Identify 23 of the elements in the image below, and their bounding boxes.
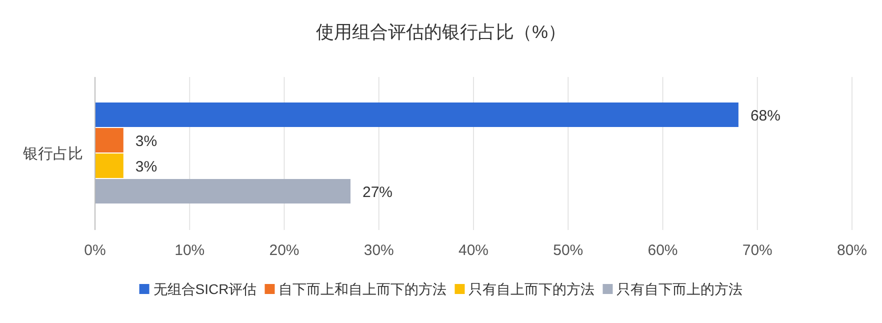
legend-label: 无组合SICR评估 xyxy=(153,281,257,297)
legend-label: 只有自下而上的方法 xyxy=(616,281,743,297)
x-tick-label: 30% xyxy=(364,242,394,259)
bar xyxy=(95,179,350,204)
x-tick-label: 40% xyxy=(458,242,489,259)
x-tick-label: 80% xyxy=(836,242,868,259)
bar xyxy=(95,102,738,127)
data-label: 27% xyxy=(362,184,393,201)
bar xyxy=(95,128,124,152)
bar xyxy=(95,154,124,178)
y-tick-label: 银行占比 xyxy=(22,146,83,162)
data-label: 68% xyxy=(750,107,780,124)
x-tick-label: 70% xyxy=(742,242,772,259)
data-label: 3% xyxy=(135,132,158,150)
data-label: 3% xyxy=(135,158,158,176)
legend-label: 只有自上而下的方法 xyxy=(468,281,595,297)
x-tick-label: 20% xyxy=(269,242,300,259)
chart-title: 使用组合评估的银行占比（%） xyxy=(316,22,566,42)
x-tick-label: 10% xyxy=(174,242,205,259)
x-tick-label: 0% xyxy=(84,242,106,259)
x-tick-label: 60% xyxy=(648,242,678,259)
legend-label: 自下而上和自上而下的方法 xyxy=(278,281,447,297)
x-tick-label: 50% xyxy=(553,242,584,259)
